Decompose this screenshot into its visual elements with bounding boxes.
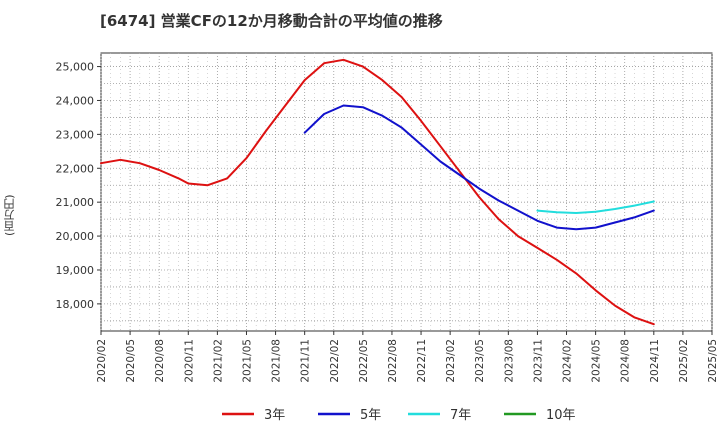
y-tick-label: 24,000 xyxy=(56,94,95,107)
legend-label: 3年 xyxy=(264,408,285,423)
x-tick-label: 2021/08 xyxy=(271,339,283,383)
x-tick-label: 2024/08 xyxy=(620,339,632,383)
x-tick-label: 2022/02 xyxy=(329,339,341,383)
chart-title: [6474] 営業CFの12か月移動合計の平均値の推移 xyxy=(100,12,443,30)
x-tick-label: 2021/02 xyxy=(212,339,224,383)
x-tick-label: 2023/02 xyxy=(445,339,457,383)
x-tick-label: 2020/08 xyxy=(154,339,166,383)
x-tick-label: 2025/02 xyxy=(678,339,690,383)
y-tick-label: 23,000 xyxy=(56,128,95,141)
x-tick-label: 2021/05 xyxy=(241,339,253,383)
y-tick-label: 19,000 xyxy=(56,264,95,277)
x-tick-label: 2023/11 xyxy=(532,339,544,383)
legend-label: 10年 xyxy=(546,408,576,423)
x-tick-label: 2024/05 xyxy=(591,339,603,383)
y-tick-label: 21,000 xyxy=(56,196,95,209)
x-tick-label: 2022/11 xyxy=(416,339,428,383)
x-tick-label: 2020/02 xyxy=(96,339,108,383)
x-tick-label: 2023/08 xyxy=(503,339,515,383)
x-tick-label: 2025/05 xyxy=(707,339,719,383)
x-tick-label: 2024/11 xyxy=(649,339,661,383)
legend-label: 5年 xyxy=(360,408,381,423)
series-line-3 xyxy=(536,200,655,214)
x-tick-label: 2024/02 xyxy=(562,339,574,383)
plot-area xyxy=(100,52,713,332)
x-tick-label: 2023/05 xyxy=(474,339,486,383)
x-tick-label: 2020/05 xyxy=(125,339,137,383)
y-tick-label: 22,000 xyxy=(56,162,95,175)
series-line-2 xyxy=(303,104,655,231)
x-tick-label: 2020/11 xyxy=(183,339,195,383)
series-line-1 xyxy=(100,58,655,326)
y-tick-label: 25,000 xyxy=(56,61,95,74)
y-tick-label: 18,000 xyxy=(56,298,95,311)
x-tick-label: 2022/08 xyxy=(387,339,399,383)
y-tick-label: 20,000 xyxy=(56,230,95,243)
x-tick-label: 2022/05 xyxy=(358,339,370,383)
legend-label: 7年 xyxy=(450,408,471,423)
x-tick-label: 2021/11 xyxy=(300,339,312,383)
